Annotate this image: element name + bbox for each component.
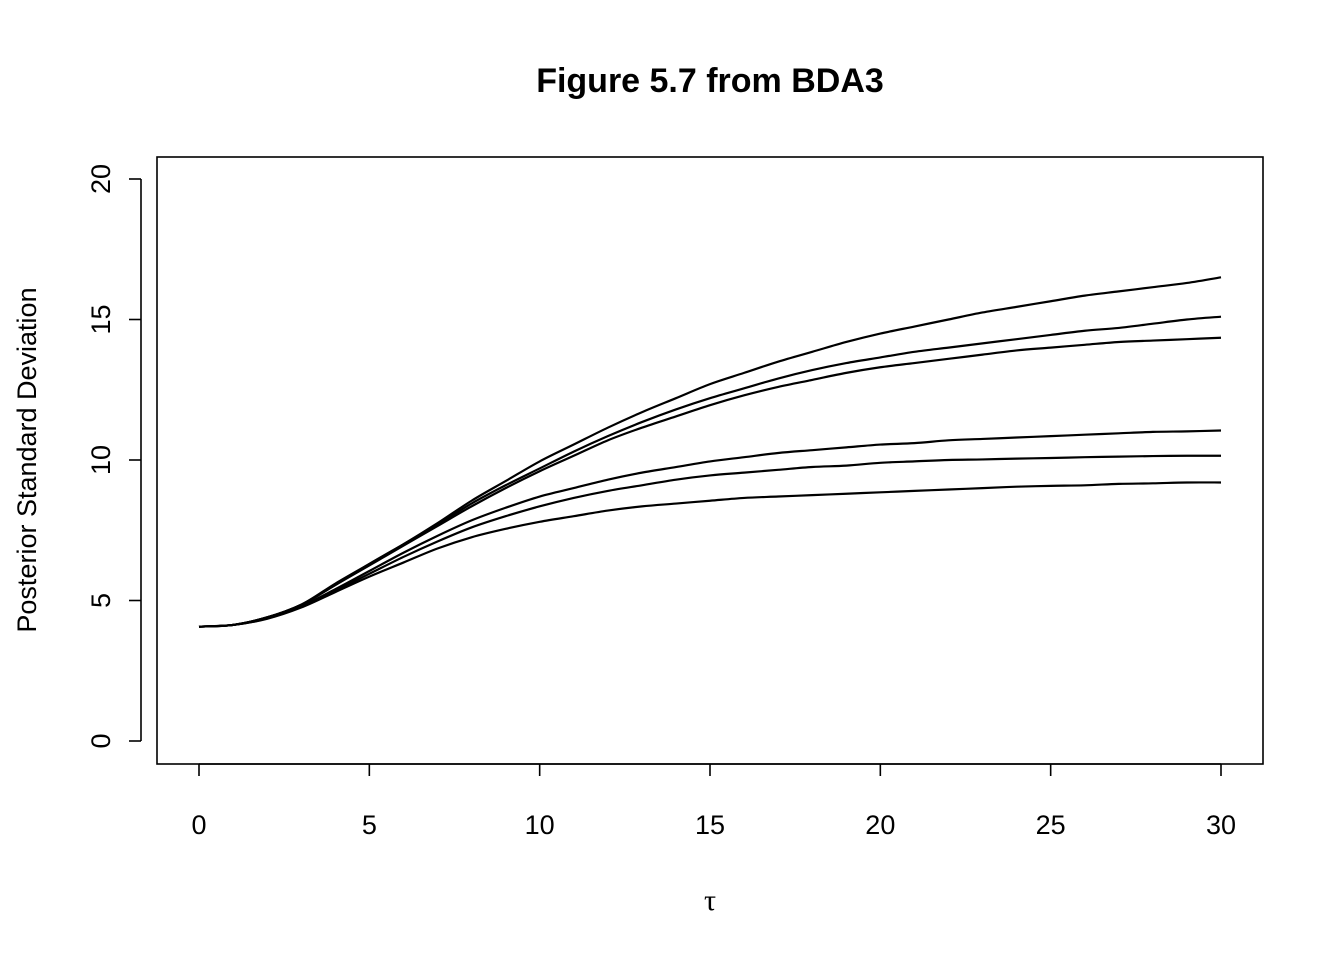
x-axis: 0 5 10 15 20 25 30 bbox=[191, 763, 1236, 840]
series-group bbox=[198, 276, 1222, 628]
y-tick-label: 20 bbox=[86, 164, 116, 194]
series-line-6 bbox=[198, 481, 1222, 628]
series-line-5 bbox=[198, 454, 1222, 628]
x-tick-label: 30 bbox=[1206, 810, 1236, 840]
y-axis: 0 5 10 15 20 bbox=[86, 164, 142, 749]
x-tick-label: 0 bbox=[191, 810, 206, 840]
y-axis-label: Posterior Standard Deviation bbox=[12, 287, 42, 632]
x-tick-label: 25 bbox=[1036, 810, 1066, 840]
y-tick-label: 15 bbox=[86, 304, 116, 334]
chart-title: Figure 5.7 from BDA3 bbox=[536, 62, 884, 100]
x-tick-label: 5 bbox=[362, 810, 377, 840]
y-tick-label: 0 bbox=[86, 733, 116, 748]
series-line-4 bbox=[198, 429, 1222, 628]
x-tick-label: 15 bbox=[695, 810, 725, 840]
x-axis-label: τ bbox=[704, 884, 716, 917]
y-tick-label: 5 bbox=[86, 593, 116, 608]
x-tick-label: 10 bbox=[525, 810, 555, 840]
series-line-2 bbox=[198, 315, 1222, 628]
y-tick-label: 10 bbox=[86, 445, 116, 475]
series-line-3 bbox=[198, 336, 1222, 628]
x-tick-label: 20 bbox=[865, 810, 895, 840]
